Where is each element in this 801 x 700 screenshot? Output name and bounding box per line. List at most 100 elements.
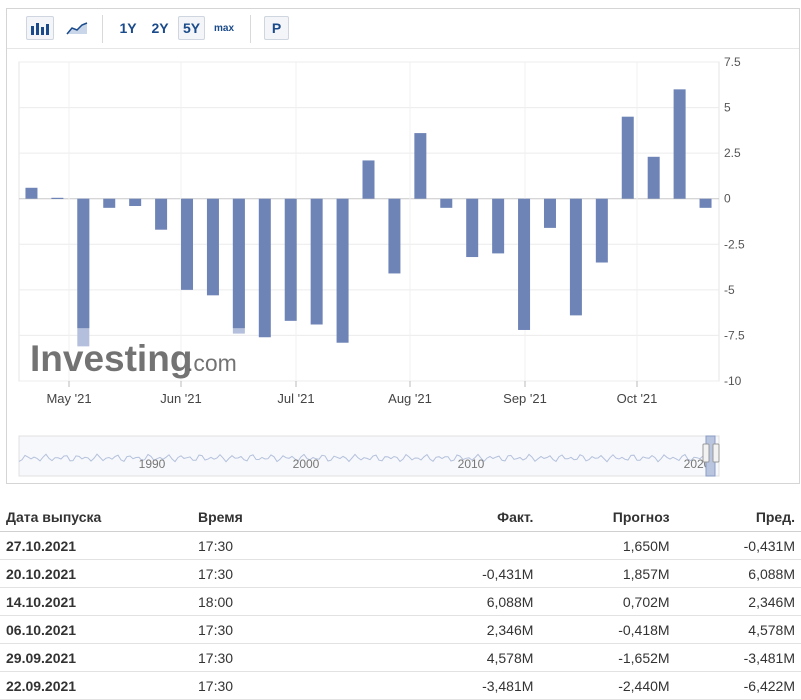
watermark-suffix: .com <box>187 350 237 376</box>
bar <box>518 198 531 330</box>
bar <box>388 198 401 274</box>
previous-value: 6,088M <box>675 559 801 588</box>
bar <box>25 187 38 199</box>
table-row[interactable]: 14.10.2021 18:00 6,088M 0,702M 2,346M <box>0 587 801 616</box>
forecast-value: -0,418M <box>539 615 676 644</box>
y-axis: 7.5 5 2.5 0 -2.5 -5 -7.5 -10 <box>724 55 745 388</box>
table-row[interactable]: 29.09.2021 17:30 4,578M -1,652M -3,481M <box>0 643 801 672</box>
area-chart-icon <box>66 22 88 35</box>
toolbar-separator <box>250 15 251 43</box>
bar <box>310 198 323 325</box>
col-forecast[interactable]: Прогноз <box>539 503 676 532</box>
col-previous[interactable]: Пред. <box>675 503 801 532</box>
bar <box>155 198 168 230</box>
col-time[interactable]: Время <box>192 503 414 532</box>
release-date: 20.10.2021 <box>0 559 192 588</box>
actual-value: 2,346M <box>414 615 540 644</box>
previous-value: 2,346M <box>675 587 801 616</box>
bar <box>647 156 660 199</box>
bar <box>103 198 116 208</box>
bar <box>232 198 245 329</box>
area-chart-button[interactable] <box>62 16 92 40</box>
bar <box>440 198 453 208</box>
previous-value: 4,578M <box>675 615 801 644</box>
release-date: 29.09.2021 <box>0 643 192 672</box>
x-tick-label: May '21 <box>46 391 91 406</box>
x-tick-label: Sep '21 <box>503 391 547 406</box>
plot-area <box>18 61 720 382</box>
x-tick-label: Aug '21 <box>388 391 432 406</box>
navigator-label: 2010 <box>458 457 485 471</box>
navigator-label: 2000 <box>293 457 320 471</box>
releases-table: Дата выпуска Время Факт. Прогноз Пред. 2… <box>0 503 801 700</box>
investing-watermark: Investing .com <box>30 338 237 379</box>
chart-toolbar: 1Y 2Y 5Y max P <box>7 9 799 49</box>
table-body: 27.10.2021 17:30 1,650M -0,431M 20.10.2021 17… <box>0 531 801 700</box>
chart-bars <box>25 89 712 347</box>
table-header: Дата выпуска Время Факт. Прогноз Пред. <box>0 503 801 532</box>
bar-chart-icon <box>31 23 49 35</box>
y-tick-label: -5 <box>724 283 735 297</box>
actual-value: -3,481M <box>414 671 540 700</box>
col-date[interactable]: Дата выпуска <box>0 503 192 532</box>
bar <box>336 198 349 343</box>
navigator-series <box>18 453 707 463</box>
range-2y-button[interactable]: 2Y <box>151 20 169 36</box>
release-date: 27.10.2021 <box>0 531 192 560</box>
navigator-background <box>18 435 720 477</box>
release-time: 17:30 <box>192 643 414 672</box>
range-max-button[interactable]: max <box>213 22 234 34</box>
y-tick-label: -2.5 <box>724 237 745 251</box>
table-row[interactable]: 06.10.2021 17:30 2,346M -0,418M 4,578M <box>0 615 801 644</box>
release-time: 18:00 <box>192 587 414 616</box>
bar <box>206 198 219 296</box>
bar <box>673 89 686 199</box>
release-time: 17:30 <box>192 559 414 588</box>
bar <box>51 197 64 200</box>
x-axis: May '21 Jun '21 Jul '21 Aug '21 Sep '21 Oct '… <box>46 391 657 406</box>
navigator[interactable]: 1990 2000 2010 2020 <box>18 435 720 477</box>
navigator-label: 1990 <box>139 457 166 471</box>
actual-value: 4,578M <box>414 643 540 672</box>
release-time: 17:30 <box>192 615 414 644</box>
forecast-value: 0,702M <box>539 587 676 616</box>
navigator-handle-left <box>702 443 710 463</box>
col-actual[interactable]: Факт. <box>414 503 540 532</box>
x-tick-label: Jun '21 <box>160 391 202 406</box>
toolbar-separator <box>102 15 103 43</box>
previous-value: -3,481M <box>675 643 801 672</box>
forecast-value: 1,857M <box>539 559 676 588</box>
table-row[interactable]: 27.10.2021 17:30 1,650M -0,431M <box>0 531 801 560</box>
y-tick-label: -10 <box>724 374 742 388</box>
forecast-value: -2,440M <box>539 671 676 700</box>
release-date: 06.10.2021 <box>0 615 192 644</box>
p-button[interactable]: P <box>264 16 289 40</box>
y-tick-label: -7.5 <box>724 328 745 342</box>
bar <box>181 198 194 290</box>
release-date: 14.10.2021 <box>0 587 192 616</box>
range-5y-button[interactable]: 5Y <box>178 16 205 40</box>
release-date: 22.09.2021 <box>0 671 192 700</box>
x-tick-label: Jul '21 <box>277 391 314 406</box>
bar <box>77 198 90 329</box>
release-time: 17:30 <box>192 671 414 700</box>
bar-chart-button[interactable] <box>26 16 54 40</box>
watermark-brand: Investing <box>30 338 192 379</box>
x-tick-label: Oct '21 <box>617 391 658 406</box>
table-row[interactable]: 20.10.2021 17:30 -0,431M 1,857M 6,088M <box>0 559 801 588</box>
y-tick-label: 5 <box>724 101 731 115</box>
release-time: 17:30 <box>192 531 414 560</box>
range-1y-button[interactable]: 1Y <box>119 20 137 36</box>
chart-frame: 1Y 2Y 5Y max P Investing .com 7.5 5 2.5 0 -2… <box>6 8 800 484</box>
previous-value: -6,422M <box>675 671 801 700</box>
table-row[interactable]: 22.09.2021 17:30 -3,481M -2,440M -6,422M <box>0 671 801 700</box>
y-tick-label: 2.5 <box>724 146 741 160</box>
actual-value: 6,088M <box>414 587 540 616</box>
bar <box>621 116 634 199</box>
bar <box>129 198 142 207</box>
bar <box>569 198 582 316</box>
bar <box>284 198 297 321</box>
bar <box>699 198 712 208</box>
bar <box>362 160 375 199</box>
bar <box>414 133 427 199</box>
